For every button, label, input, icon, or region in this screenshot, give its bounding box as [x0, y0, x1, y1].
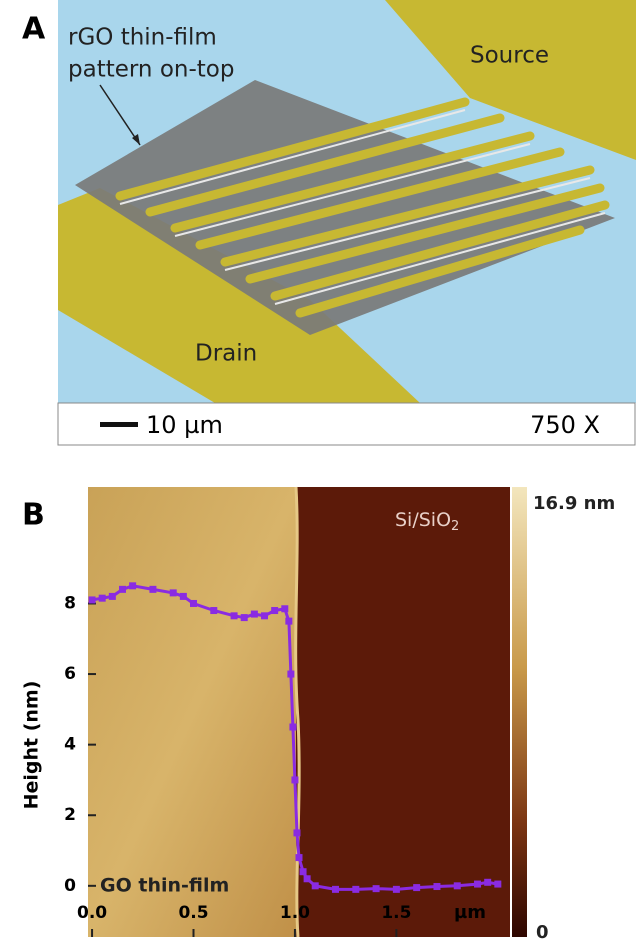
profile-point	[190, 600, 197, 607]
colorbar	[512, 487, 527, 937]
annotation: pattern on-top	[68, 57, 234, 83]
profile-point	[433, 883, 440, 890]
colorbar-max: 16.9 nm	[533, 493, 615, 514]
profile-point	[231, 612, 238, 619]
profile-point	[474, 881, 481, 888]
y-tick-label: 2	[64, 805, 76, 825]
region-label-base: Si/SiO	[395, 509, 451, 531]
profile-point	[251, 611, 258, 618]
profile-point	[210, 607, 217, 614]
profile-point	[271, 607, 278, 614]
colorbar-min: 0	[536, 922, 549, 943]
profile-point	[281, 605, 288, 612]
magnification: 750 X	[530, 411, 600, 439]
y-tick-label: 4	[64, 735, 76, 755]
profile-point	[180, 593, 187, 600]
annotation: rGO thin-film	[68, 25, 217, 51]
profile-point	[109, 593, 116, 600]
scale-bar-label: 10 µm	[146, 411, 223, 439]
y-tick-label: 6	[64, 664, 76, 684]
x-tick-label: 0.5	[178, 903, 208, 923]
profile-point	[413, 884, 420, 891]
profile-point	[241, 614, 248, 621]
profile-point	[287, 671, 294, 678]
profile-point	[261, 612, 268, 619]
profile-point	[393, 886, 400, 893]
y-axis-label: Height (nm)	[21, 681, 43, 810]
profile-point	[494, 881, 501, 888]
profile-point	[293, 829, 300, 836]
profile-point	[296, 854, 303, 861]
figure: A rGO thin-film pattern on-top Source Dr…	[0, 0, 636, 947]
page: A rGO thin-film pattern on-top Source Dr…	[0, 0, 636, 947]
profile-point	[119, 586, 126, 593]
region-label-sub: 2	[451, 519, 459, 534]
panel-label: B	[22, 498, 45, 533]
profile-point	[304, 875, 311, 882]
y-tick-label: 8	[64, 593, 76, 613]
profile-point	[312, 882, 319, 889]
x-tick-label: 0.0	[77, 903, 107, 923]
x-tick-label: 1.5	[381, 903, 411, 923]
profile-point	[89, 596, 96, 603]
y-tick-label: 0	[64, 876, 76, 896]
profile-point	[484, 879, 491, 886]
drain-label: Drain	[195, 341, 257, 367]
x-tick-label: 1.0	[280, 903, 310, 923]
profile-point	[454, 882, 461, 889]
afm-image	[88, 487, 510, 937]
scale-bar	[100, 422, 138, 427]
panel-label: A	[22, 12, 46, 47]
profile-point	[373, 885, 380, 892]
profile-point	[300, 868, 307, 875]
profile-point	[289, 724, 296, 731]
profile-point	[352, 886, 359, 893]
region-label: Si/SiO2	[395, 509, 459, 534]
profile-point	[285, 618, 292, 625]
profile-point	[99, 595, 106, 602]
profile-point	[149, 586, 156, 593]
x-axis-label: µm	[454, 902, 486, 923]
region-label: GO thin-film	[100, 875, 229, 897]
profile-point	[129, 582, 136, 589]
source-label: Source	[470, 43, 549, 69]
profile-point	[170, 589, 177, 596]
profile-point	[291, 776, 298, 783]
profile-point	[332, 886, 339, 893]
